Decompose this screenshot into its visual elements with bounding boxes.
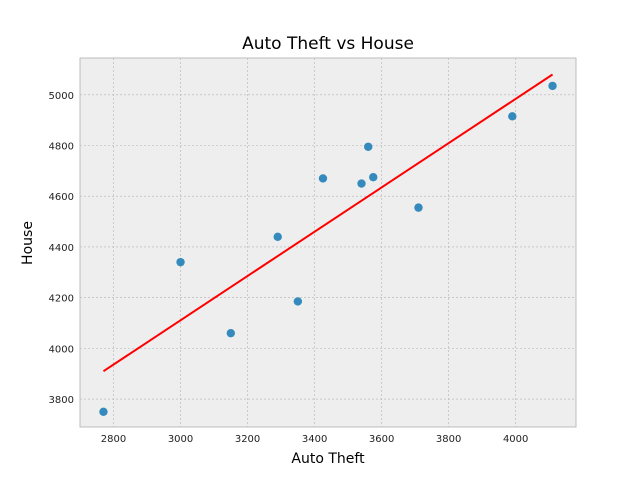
data-point [369,172,378,182]
data-point [414,203,423,212]
fit-line-group [102,73,554,373]
x-tick-label: 3800 [436,434,461,445]
x-tick-label: 3600 [369,434,394,445]
y-tick-label: 4600 [49,192,74,203]
y-tick-label: 4200 [49,294,74,305]
data-point [364,142,373,151]
y-tick-label: 4400 [49,243,74,254]
data-point [508,112,517,121]
y-tick-label: 5000 [49,91,74,102]
chart-title: Auto Theft vs House [242,34,414,54]
data-point [548,81,557,91]
grid-lines [80,58,576,427]
x-tick-label: 4000 [503,434,528,445]
data-point [226,328,236,338]
x-tick-label: 3000 [168,434,193,445]
y-tick-label: 3800 [49,395,74,406]
x-tick-labels: 2800 3000 3200 3400 3600 3800 4000 [101,434,529,445]
y-tick-label: 4800 [49,141,74,152]
data-point [273,232,282,241]
data-point [357,179,366,188]
y-axis-label: House [20,221,36,265]
plot-frame [79,57,577,428]
data-point [176,257,185,267]
x-tick-label: 3200 [235,434,260,445]
data-points [99,81,557,416]
regression-line [102,73,554,373]
data-point [318,174,328,183]
x-tick-label: 2800 [101,434,126,445]
data-point [99,407,108,416]
data-point [293,297,303,306]
x-axis-label: Auto Theft [291,451,365,467]
plot-area [80,58,576,427]
y-tick-labels: 3800 4000 4200 4400 4600 4800 5000 [49,91,74,406]
x-tick-label: 3400 [302,434,327,445]
y-tick-label: 4000 [49,344,74,355]
